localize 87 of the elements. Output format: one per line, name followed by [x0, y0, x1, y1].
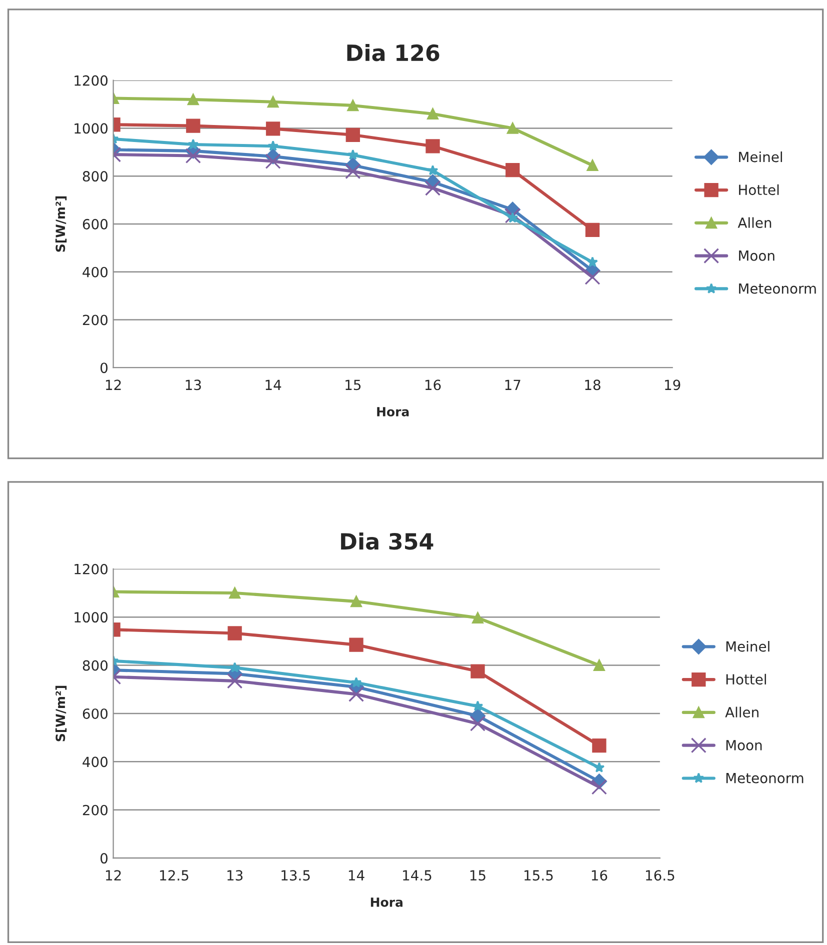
x-tick-label: 12	[106, 380, 121, 390]
x-tick-label: 13	[227, 870, 242, 881]
x-axis-title: Hora	[377, 407, 409, 416]
x-tick-label: 14	[348, 870, 364, 880]
point	[266, 122, 280, 136]
point	[427, 108, 438, 120]
point	[346, 128, 360, 142]
point	[426, 139, 440, 154]
y-tick-label: 600	[82, 708, 108, 719]
y-tick-label: 0	[100, 853, 108, 864]
x-tick-label: 12.5	[160, 870, 188, 881]
point	[424, 180, 441, 196]
legend-label: Meinel	[726, 640, 770, 652]
point	[268, 140, 278, 151]
point	[228, 626, 242, 640]
point	[348, 686, 364, 702]
y-tick-label: 200	[82, 314, 108, 326]
x-tick-label: 15	[346, 380, 361, 390]
y-axis-title: S[W/m²]	[55, 196, 67, 252]
y-tick-label: 1200	[74, 564, 108, 574]
point	[265, 153, 281, 170]
point	[185, 148, 201, 164]
point	[594, 762, 605, 772]
point	[347, 100, 359, 112]
x-axis-title: Hora	[370, 898, 402, 907]
point	[345, 164, 361, 180]
y-tick-label: 200	[82, 804, 108, 816]
point	[472, 700, 484, 712]
x-tick-label: 16.5	[646, 870, 674, 881]
point	[427, 164, 438, 176]
point	[591, 779, 607, 795]
point	[267, 96, 279, 108]
point	[229, 587, 240, 599]
point	[594, 660, 605, 671]
point	[585, 222, 600, 238]
point	[188, 138, 199, 150]
y-tick-label: 0	[100, 362, 108, 374]
y-tick-label: 400	[82, 266, 108, 278]
y-tick-label: 1000	[74, 612, 108, 623]
x-tick-label: 19	[665, 380, 680, 390]
legend-label: Hottel	[739, 184, 779, 196]
legend-label: Moon	[726, 740, 762, 750]
y-tick-label: 1200	[74, 75, 108, 86]
x-tick-label: 15	[470, 870, 486, 881]
y-tick-label: 800	[82, 660, 108, 671]
x-tick-label: 13.5	[282, 870, 310, 881]
x-tick-label: 13	[186, 380, 201, 390]
point	[187, 94, 199, 106]
y-tick-label: 600	[82, 218, 108, 230]
point	[506, 163, 520, 178]
point	[584, 269, 600, 285]
legend-label: Meteonorm	[726, 772, 804, 784]
x-tick-label: 16	[592, 870, 608, 881]
x-tick-label: 16	[425, 380, 441, 390]
chart-title: Dia 354	[341, 532, 434, 550]
x-tick-label: 14.5	[403, 870, 432, 881]
point	[186, 118, 200, 133]
legend-label: Allen	[725, 706, 758, 718]
point	[592, 738, 606, 753]
point	[347, 149, 358, 160]
point	[350, 596, 362, 608]
point	[472, 612, 484, 624]
point	[587, 256, 598, 268]
point	[350, 676, 362, 688]
y-tick-label: 1000	[74, 123, 108, 134]
legend-label: Meinel	[739, 151, 782, 162]
chart-title: Dia 126	[347, 44, 440, 62]
point	[226, 673, 243, 689]
point	[229, 662, 240, 672]
point	[586, 160, 598, 172]
legend-label: Allen	[738, 217, 772, 228]
y-tick-label: 800	[82, 171, 108, 182]
legend-label: Meteonorm	[739, 283, 816, 294]
x-tick-label: 15.5	[524, 870, 553, 881]
point	[506, 122, 518, 134]
x-tick-label: 18	[585, 380, 600, 390]
x-tick-label: 17	[505, 380, 520, 390]
legend-label: Moon	[739, 250, 774, 261]
point	[349, 638, 364, 652]
point	[507, 212, 518, 223]
point	[470, 716, 486, 732]
legend-label: Hottel	[726, 674, 766, 685]
point	[470, 664, 485, 678]
y-tick-label: 400	[82, 756, 108, 768]
x-tick-label: 12	[106, 870, 121, 880]
x-tick-label: 14	[266, 380, 282, 390]
y-axis-title: S[W/m²]	[55, 686, 67, 742]
